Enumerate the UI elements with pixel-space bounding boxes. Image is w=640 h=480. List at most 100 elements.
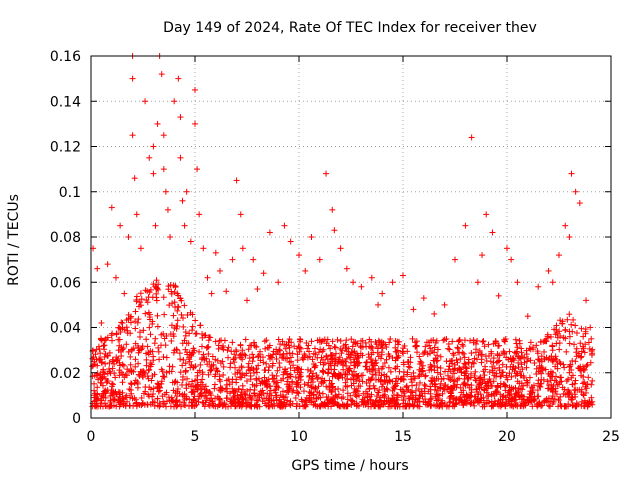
roti-point-dense	[484, 379, 491, 386]
roti-point-dense	[584, 361, 591, 368]
roti-point-dense	[495, 397, 502, 404]
y-tick-label: 0.12	[50, 140, 81, 156]
roti-point-dense	[434, 391, 441, 398]
roti-point-dense	[319, 390, 326, 397]
roti-point-dense	[155, 348, 162, 355]
roti-point-dense	[132, 325, 139, 332]
roti-point-dense	[237, 342, 244, 349]
roti-point-dense	[409, 400, 416, 407]
roti-point-dense	[305, 342, 312, 349]
roti-point-dense	[224, 395, 231, 402]
roti-point-dense	[174, 402, 181, 409]
roti-point-dense	[461, 337, 468, 344]
roti-point-dense	[121, 374, 128, 381]
roti-point-dense	[450, 350, 457, 357]
roti-point-dense	[284, 397, 291, 404]
roti-point-dense	[557, 317, 564, 324]
roti-point-dense	[441, 382, 448, 389]
roti-point-dense	[404, 348, 411, 355]
roti-point-dense	[112, 374, 119, 381]
roti-point-dense	[205, 371, 212, 378]
roti-point-dense	[255, 354, 262, 361]
roti-point-dense	[412, 387, 419, 394]
roti-point-dense	[384, 386, 391, 393]
x-tick-label: 5	[191, 429, 200, 445]
roti-point-dense	[527, 357, 534, 364]
roti-point-dense	[441, 336, 448, 343]
roti-point-dense	[241, 351, 248, 358]
roti-point-dense	[364, 393, 371, 400]
roti-point-dense	[437, 384, 444, 391]
roti-point-dense	[571, 391, 578, 398]
roti-point-dense	[327, 345, 334, 352]
roti-point-dense	[546, 403, 553, 410]
roti-point-dense	[356, 376, 363, 383]
roti-point-dense	[489, 363, 496, 370]
roti-point-dense	[549, 357, 556, 364]
roti-point-dense	[467, 337, 474, 344]
roti-point	[108, 204, 115, 211]
roti-point-dense	[160, 373, 167, 380]
roti-point-dense	[321, 401, 328, 408]
roti-point-dense	[343, 402, 350, 409]
roti-point-dense	[547, 368, 554, 375]
roti-point-dense	[97, 335, 104, 342]
roti-point-dense	[91, 380, 98, 387]
roti-point-dense	[135, 316, 142, 323]
roti-point-dense	[512, 384, 519, 391]
roti-point-dense	[238, 364, 245, 371]
roti-point-dense	[406, 395, 413, 402]
roti-point-dense	[485, 378, 492, 385]
roti-point-dense	[145, 375, 152, 382]
roti-point-dense	[241, 390, 248, 397]
roti-point-dense	[298, 345, 305, 352]
roti-point-dense	[178, 311, 185, 318]
roti-point-dense	[127, 361, 134, 368]
roti-point	[177, 114, 184, 121]
roti-point-dense	[476, 385, 483, 392]
roti-point-dense	[359, 344, 366, 351]
roti-point-dense	[369, 359, 376, 366]
roti-point-dense	[364, 366, 371, 373]
roti-point	[562, 222, 569, 229]
roti-point-dense	[189, 399, 196, 406]
roti-point	[535, 283, 542, 290]
roti-point-dense	[557, 401, 564, 408]
roti-point-dense	[180, 373, 187, 380]
roti-point-dense	[146, 289, 153, 296]
roti-point-dense	[174, 290, 181, 297]
roti-point-dense	[205, 343, 212, 350]
roti-point-dense	[561, 364, 568, 371]
roti-point-dense	[566, 363, 573, 370]
roti-point-dense	[501, 351, 508, 358]
roti-point-dense	[365, 376, 372, 383]
roti-point-dense	[151, 371, 158, 378]
roti-point-dense	[566, 328, 573, 335]
roti-point-dense	[401, 342, 408, 349]
roti-point-dense	[153, 277, 160, 284]
roti-point-dense	[365, 351, 372, 358]
roti-point-dense	[575, 350, 582, 357]
roti-point-dense	[229, 385, 236, 392]
roti-point-dense	[99, 374, 106, 381]
roti-point-dense	[248, 395, 255, 402]
roti-point-dense	[227, 360, 234, 367]
roti-point-dense	[379, 345, 386, 352]
roti-point-dense	[375, 365, 382, 372]
roti-point-dense	[343, 362, 350, 369]
roti-point-dense	[310, 401, 317, 408]
roti-point-dense	[431, 367, 438, 374]
roti-point-dense	[572, 322, 579, 329]
roti-point-dense	[426, 398, 433, 405]
roti-point-dense	[410, 369, 417, 376]
y-tick-label: 0.1	[59, 185, 81, 201]
y-tick-label: 0.06	[50, 275, 81, 291]
roti-point-dense	[168, 322, 175, 329]
roti-point	[175, 75, 182, 82]
roti-point-dense	[176, 350, 183, 357]
roti-point-dense	[512, 391, 519, 398]
roti-point-dense	[204, 361, 211, 368]
roti-point-dense	[199, 371, 206, 378]
roti-point-dense	[116, 324, 123, 331]
roti-point-dense	[208, 366, 215, 373]
